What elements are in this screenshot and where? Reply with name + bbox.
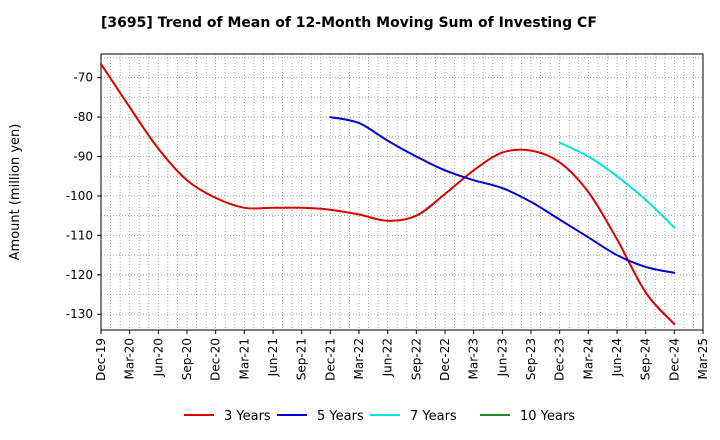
x-tick-label: Dec-21	[323, 338, 337, 381]
x-tick-label: Jun-20	[151, 338, 165, 377]
x-tick-label: Sep-22	[409, 338, 423, 380]
x-tick-label: Mar-25	[696, 338, 710, 379]
y-tick-label: -90	[73, 150, 93, 164]
chart-title: [3695] Trend of Mean of 12-Month Moving …	[101, 15, 597, 31]
y-tick-label: -120	[66, 268, 93, 282]
plot-frame	[100, 53, 704, 331]
x-tick-label: Sep-24	[639, 338, 653, 380]
series-line-5-years	[329, 116, 676, 274]
x-tick-label: Mar-21	[237, 338, 251, 379]
legend: 3 Years 5 Years 7 Years 10 Years	[184, 409, 575, 424]
x-tick-label: Jun-21	[266, 338, 280, 377]
legend-label-7-years: 7 Years	[410, 409, 457, 424]
y-tick-label: -110	[66, 228, 93, 242]
y-tick-label: -70	[73, 71, 93, 85]
series-line-7-years	[558, 141, 676, 229]
x-tick-label: Mar-20	[123, 338, 137, 379]
x-tick-label: Mar-22	[352, 338, 366, 379]
x-tick-label: Sep-23	[524, 338, 538, 380]
x-tick-label: Dec-24	[667, 338, 681, 381]
x-tick-label: Dec-19	[94, 338, 108, 381]
x-tick-label: Jun-24	[610, 338, 624, 377]
x-tick-label: Mar-24	[581, 338, 595, 379]
x-tick-label: Dec-20	[209, 338, 223, 381]
legend-label-5-years: 5 Years	[317, 409, 364, 424]
y-tick-label: -100	[66, 189, 93, 203]
series-line-3-years	[100, 62, 676, 326]
x-axis: Dec-19 Mar-20 Jun-20 Sep-20 Dec-20 Mar-21 Jun-…	[94, 330, 710, 381]
x-tick-label: Jun-23	[495, 338, 509, 377]
x-tick-label: Sep-21	[295, 338, 309, 380]
y-axis-title: Amount (million yen)	[8, 124, 23, 261]
x-tick-label: Dec-23	[553, 338, 567, 381]
y-axis: -70 -80 -90 -100 -110 -120 -130	[66, 71, 101, 321]
x-tick-label: Mar-23	[467, 338, 481, 379]
y-tick-label: -80	[73, 110, 93, 124]
legend-label-3-years: 3 Years	[224, 409, 271, 424]
x-tick-label: Dec-22	[438, 338, 452, 381]
series-group	[100, 62, 676, 326]
legend-label-10-years: 10 Years	[520, 409, 575, 424]
x-tick-label: Jun-22	[381, 338, 395, 377]
x-tick-label: Sep-20	[180, 338, 194, 380]
y-tick-label: -130	[66, 307, 93, 321]
grid	[101, 54, 703, 330]
